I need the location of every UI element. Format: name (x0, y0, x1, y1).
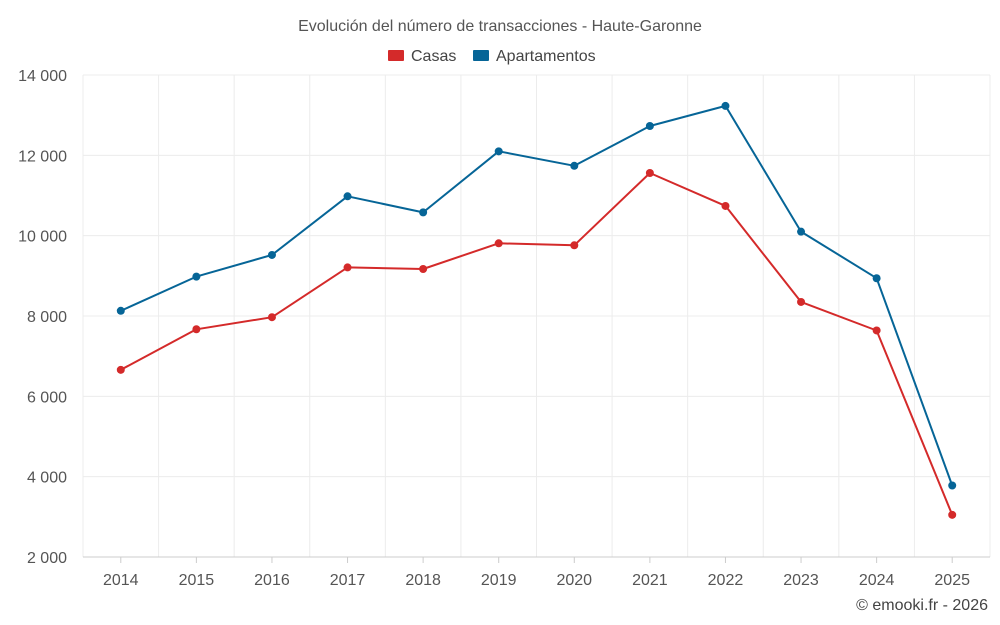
data-point-apartamentos[interactable] (570, 161, 579, 170)
y-tick-label: 14 000 (18, 68, 67, 85)
legend-swatch-apartamentos (473, 50, 489, 61)
data-point-casas[interactable] (872, 326, 881, 335)
x-tick-label: 2020 (556, 572, 592, 589)
x-tick-label: 2023 (783, 572, 819, 589)
x-tick-label: 2014 (103, 572, 139, 589)
data-point-casas[interactable] (116, 365, 125, 374)
series-line-apartamentos (120, 104, 954, 486)
data-point-casas[interactable] (192, 325, 201, 334)
data-point-apartamentos[interactable] (192, 272, 201, 281)
data-point-apartamentos[interactable] (872, 274, 881, 283)
data-point-apartamentos[interactable] (267, 250, 276, 259)
series-line-casas (120, 172, 954, 516)
y-tick-label: 4 000 (27, 470, 67, 487)
data-point-casas[interactable] (721, 201, 730, 210)
data-point-apartamentos[interactable] (343, 192, 352, 201)
data-point-apartamentos[interactable] (419, 208, 428, 217)
x-tick-label: 2024 (859, 572, 895, 589)
data-point-apartamentos[interactable] (494, 147, 503, 156)
x-tick-label: 2025 (934, 572, 970, 589)
data-point-apartamentos[interactable] (721, 101, 730, 110)
y-tick-label: 2 000 (27, 550, 67, 567)
legend-swatch-casas (388, 50, 404, 61)
x-tick-label: 2021 (632, 572, 668, 589)
credit-text: © emooki.fr - 2026 (856, 597, 988, 614)
legend-label-apartamentos: Apartamentos (496, 48, 596, 65)
x-tick-label: 2018 (405, 572, 441, 589)
data-point-apartamentos[interactable] (116, 306, 125, 315)
data-point-apartamentos[interactable] (645, 122, 654, 131)
legend: Casas Apartamentos (388, 48, 596, 65)
data-point-casas[interactable] (419, 265, 428, 274)
grid (82, 74, 991, 557)
series-group (116, 101, 957, 519)
x-tick-label: 2016 (254, 572, 290, 589)
x-tick-label: 2022 (708, 572, 744, 589)
data-point-apartamentos[interactable] (797, 227, 806, 236)
data-point-casas[interactable] (267, 313, 276, 322)
y-tick-label: 12 000 (18, 148, 67, 165)
chart-title: Evolución del número de transacciones - … (298, 18, 702, 35)
x-tick-label: 2017 (330, 572, 366, 589)
y-tick-label: 8 000 (27, 309, 67, 326)
x-axis: 2014 2015 2016 2017 2018 2019 2020 2021 2022 2023… (83, 556, 990, 589)
y-tick-label: 6 000 (27, 389, 67, 406)
data-point-casas[interactable] (343, 263, 352, 272)
data-point-casas[interactable] (570, 241, 579, 250)
data-point-casas[interactable] (948, 510, 957, 519)
data-point-casas[interactable] (797, 297, 806, 306)
data-point-casas[interactable] (494, 239, 503, 248)
data-point-apartamentos[interactable] (948, 481, 957, 490)
legend-label-casas: Casas (411, 48, 456, 65)
x-tick-label: 2015 (179, 572, 215, 589)
x-tick-label: 2019 (481, 572, 517, 589)
data-point-casas[interactable] (645, 169, 654, 178)
y-tick-label: 10 000 (18, 229, 67, 246)
y-axis: 2 000 4 000 6 000 8 000 10 000 12 000 14 000 (18, 68, 67, 567)
